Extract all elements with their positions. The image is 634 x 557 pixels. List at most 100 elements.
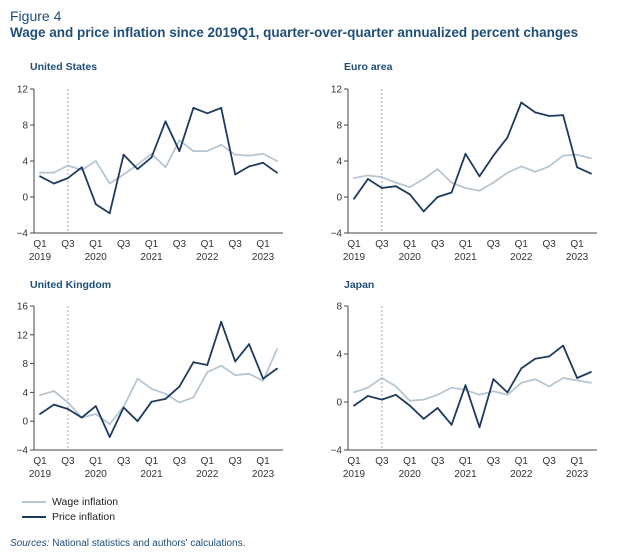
series-line-price-euro-area: [353, 101, 592, 213]
data-point-price-euro-area: [492, 154, 495, 157]
data-point-price-japan: [408, 404, 411, 407]
data-point-wage-united-kingdom: [150, 387, 153, 390]
x-tick-label-japan: Q3: [543, 456, 557, 467]
data-point-wage-euro-area: [464, 187, 467, 189]
x-tick-year-euro-area: 2020: [399, 252, 422, 263]
data-point-wage-japan: [436, 393, 439, 396]
x-tick-year-united-kingdom: 2019: [29, 469, 52, 480]
data-point-price-euro-area: [576, 166, 578, 169]
data-point-wage-euro-area: [381, 176, 383, 179]
x-tick-label-euro-area: Q1: [459, 239, 473, 250]
data-point-wage-euro-area: [548, 165, 551, 168]
data-point-wage-euro-area: [492, 181, 495, 184]
x-tick-label-euro-area: Q3: [487, 239, 501, 250]
x-tick-label-united-states: Q1: [145, 239, 159, 250]
x-tick-year-japan: 2019: [343, 469, 366, 480]
data-point-wage-united-kingdom: [206, 371, 209, 374]
chart-japan: Japan −4 0 4 8 Q1 2019 Q3 Q1 2020 Q3 Q1 2021 Q3 Q1 2022…: [331, 279, 597, 480]
data-point-price-euro-area: [534, 111, 537, 114]
data-point-wage-japan: [478, 393, 481, 396]
legend-item-price: Price inflation: [22, 509, 118, 524]
data-point-price-united-states: [234, 173, 237, 176]
data-point-wage-united-states: [94, 160, 97, 162]
data-point-price-united-kingdom: [248, 343, 251, 346]
data-point-wage-euro-area: [576, 153, 578, 156]
x-tick-label-japan: Q3: [487, 456, 501, 467]
y-tick-label-united-kingdom: 8: [22, 359, 28, 370]
data-point-wage-united-states: [192, 150, 195, 153]
data-point-wage-japan: [548, 385, 551, 388]
legend-item-wage: Wage inflation: [22, 494, 118, 509]
data-point-price-japan: [367, 395, 369, 397]
data-point-wage-japan: [492, 390, 495, 393]
data-point-wage-japan: [450, 386, 453, 389]
data-point-price-united-states: [192, 107, 195, 109]
y-tick-label-japan: −4: [331, 446, 343, 457]
data-point-price-united-states: [150, 156, 153, 159]
data-point-wage-japan: [590, 381, 592, 384]
data-point-wage-united-kingdom: [53, 390, 55, 392]
data-point-price-united-states: [178, 150, 181, 153]
data-point-price-japan: [394, 393, 397, 396]
data-point-price-euro-area: [548, 115, 551, 117]
data-point-wage-euro-area: [436, 168, 439, 171]
x-tick-label-united-kingdom: Q1: [33, 456, 47, 467]
x-tick-year-united-kingdom: 2021: [140, 469, 163, 480]
series-line-wage-euro-area: [353, 153, 592, 192]
data-point-wage-japan: [534, 378, 537, 381]
data-point-price-euro-area: [464, 152, 467, 155]
y-tick-label-euro-area: 4: [336, 157, 342, 168]
chart-euro-area: Euro area −4 0 4 8 12 Q1 2019 Q3 Q1 2020 Q3 Q1 2021 Q3…: [331, 61, 597, 263]
data-point-wage-united-kingdom: [262, 380, 264, 382]
data-point-price-japan: [478, 426, 481, 429]
chart-title-united-states: United States: [30, 61, 97, 73]
x-tick-label-japan: Q1: [403, 456, 417, 467]
chart-title-japan: Japan: [344, 279, 374, 291]
data-point-wage-united-kingdom: [94, 413, 97, 415]
x-tick-label-united-states: Q1: [33, 239, 47, 250]
data-point-price-euro-area: [562, 114, 564, 116]
x-tick-label-united-states: Q3: [173, 239, 187, 250]
chart-title-euro-area: Euro area: [344, 61, 393, 73]
data-point-price-united-kingdom: [80, 416, 83, 419]
data-point-wage-united-kingdom: [39, 394, 41, 397]
x-tick-label-euro-area: Q3: [543, 239, 557, 250]
data-point-price-japan: [590, 371, 592, 373]
data-point-price-japan: [381, 398, 383, 401]
y-tick-label-japan: 0: [336, 398, 342, 409]
chart-united-kingdom: United Kingdom −4 0 4 8 12 16 Q1 2019 Q3 Q1 2020 Q3 Q…: [17, 279, 283, 480]
data-point-price-united-kingdom: [67, 408, 69, 410]
x-tick-year-united-states: 2023: [252, 252, 275, 263]
data-point-price-united-states: [136, 168, 139, 171]
data-point-wage-japan: [506, 393, 509, 396]
y-tick-label-united-states: 8: [22, 121, 28, 132]
data-point-price-euro-area: [422, 210, 425, 213]
x-tick-label-euro-area: Q1: [403, 239, 417, 250]
data-point-wage-japan: [394, 385, 397, 388]
data-point-wage-euro-area: [520, 165, 523, 168]
x-tick-label-united-kingdom: Q1: [89, 456, 103, 467]
x-tick-year-euro-area: 2022: [510, 252, 533, 263]
data-point-wage-united-states: [53, 171, 55, 174]
figure-label: Figure 4: [10, 8, 62, 24]
data-point-price-euro-area: [394, 185, 397, 188]
y-tick-label-japan: 4: [336, 350, 342, 361]
y-tick-label-united-states: 0: [22, 193, 28, 204]
data-point-wage-euro-area: [394, 181, 397, 184]
y-tick-label-euro-area: 12: [331, 85, 343, 96]
legend: Wage inflation Price inflation: [22, 494, 118, 524]
data-point-price-united-kingdom: [136, 420, 139, 423]
data-point-wage-euro-area: [353, 177, 355, 180]
x-tick-label-japan: Q1: [515, 456, 529, 467]
data-point-price-united-kingdom: [122, 406, 125, 409]
data-point-wage-euro-area: [408, 186, 411, 189]
x-tick-label-united-kingdom: Q1: [256, 456, 270, 467]
data-point-price-united-states: [122, 153, 125, 156]
series-line-price-japan: [353, 344, 592, 429]
legend-swatch-wage: [22, 500, 46, 503]
data-point-wage-united-states: [262, 152, 264, 155]
data-point-wage-united-kingdom: [178, 401, 181, 404]
data-point-price-euro-area: [478, 175, 481, 178]
data-point-wage-united-kingdom: [67, 401, 69, 404]
y-tick-label-euro-area: 8: [336, 121, 342, 132]
